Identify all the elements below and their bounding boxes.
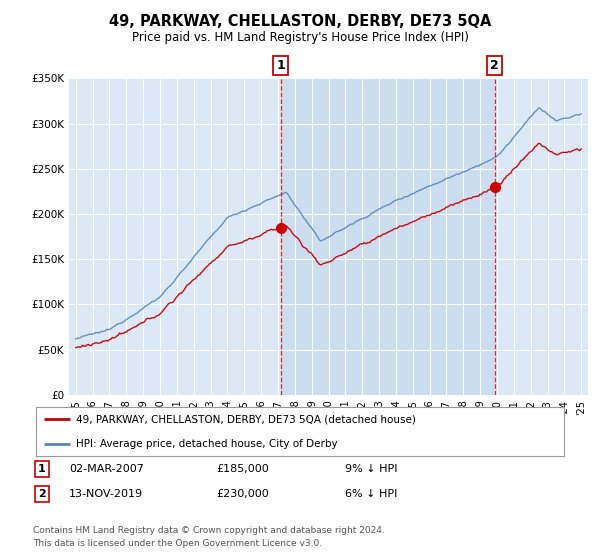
Text: 49, PARKWAY, CHELLASTON, DERBY, DE73 5QA: 49, PARKWAY, CHELLASTON, DERBY, DE73 5QA — [109, 14, 491, 29]
Text: 49, PARKWAY, CHELLASTON, DERBY, DE73 5QA (detached house): 49, PARKWAY, CHELLASTON, DERBY, DE73 5QA… — [76, 414, 415, 424]
Text: £185,000: £185,000 — [216, 464, 269, 474]
Text: 13-NOV-2019: 13-NOV-2019 — [69, 489, 143, 499]
Text: HPI: Average price, detached house, City of Derby: HPI: Average price, detached house, City… — [76, 439, 337, 449]
Text: 2: 2 — [490, 59, 499, 72]
Text: Price paid vs. HM Land Registry's House Price Index (HPI): Price paid vs. HM Land Registry's House … — [131, 31, 469, 44]
Text: £230,000: £230,000 — [216, 489, 269, 499]
Text: This data is licensed under the Open Government Licence v3.0.: This data is licensed under the Open Gov… — [33, 539, 322, 548]
Text: Contains HM Land Registry data © Crown copyright and database right 2024.: Contains HM Land Registry data © Crown c… — [33, 526, 385, 535]
Bar — [281, 78, 495, 395]
Text: 1: 1 — [38, 464, 46, 474]
Text: 1: 1 — [277, 59, 285, 72]
Text: 9% ↓ HPI: 9% ↓ HPI — [345, 464, 398, 474]
Text: 02-MAR-2007: 02-MAR-2007 — [69, 464, 144, 474]
Text: 2: 2 — [38, 489, 46, 499]
Text: 6% ↓ HPI: 6% ↓ HPI — [345, 489, 397, 499]
